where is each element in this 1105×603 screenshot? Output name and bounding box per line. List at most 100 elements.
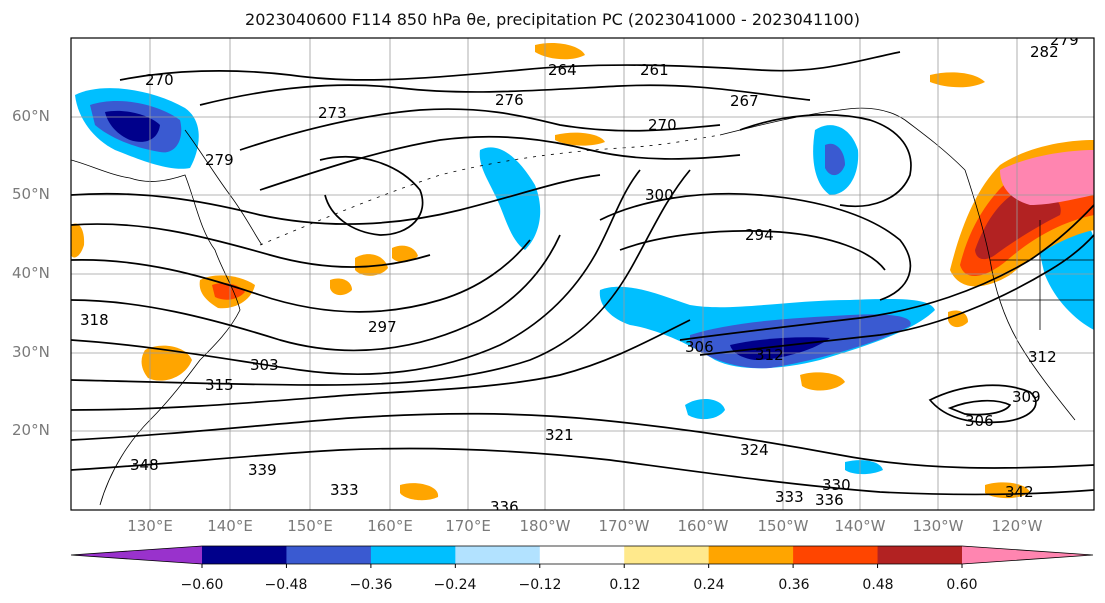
neg-shade-gulf-alaska-core	[825, 143, 845, 176]
lat-label-40n: 40°N	[12, 264, 50, 282]
contour-label: 315	[205, 376, 234, 394]
contour-line	[71, 412, 1094, 469]
pos-shade-subtropic-2	[948, 310, 968, 328]
colorbar-swatch	[877, 546, 963, 564]
contour-line	[119, 51, 901, 81]
contour-label: 306	[965, 412, 994, 430]
contour-line	[71, 447, 1094, 496]
neg-shade-east-asia-darkcore	[105, 110, 160, 142]
contour-label: 348	[130, 456, 159, 474]
contour-line	[71, 223, 431, 268]
contour-label: 261	[640, 61, 669, 79]
pos-shade-north-pacific-2	[555, 132, 605, 146]
colorbar-swatch	[286, 546, 372, 564]
colorbar-swatch	[455, 546, 541, 564]
lon-label-180w: 180°W	[519, 517, 571, 535]
contour-line	[928, 384, 1037, 424]
colorbar-swatch	[539, 546, 625, 564]
pos-shade-alaska	[930, 72, 985, 88]
contour-label: 273	[318, 104, 347, 122]
contour-line	[947, 399, 1012, 416]
alaska-coastline	[719, 107, 966, 171]
contour-label: 264	[548, 61, 577, 79]
contour-label: 303	[250, 356, 279, 374]
contour-line	[71, 169, 641, 375]
lon-label-130w: 130°W	[912, 517, 964, 535]
colorbar-swatch	[370, 546, 456, 564]
pos-shade-midlat-3	[330, 278, 352, 296]
north-america-coastline	[964, 169, 1076, 421]
contour-label: 336	[815, 491, 844, 509]
contour-label: 270	[145, 71, 174, 89]
colorbar-tick-label: −0.60	[180, 577, 224, 593]
lon-label-130e: 130°E	[127, 517, 173, 535]
neg-shade-hawaii	[685, 398, 725, 420]
shading-layer	[71, 43, 1094, 501]
contour-line	[259, 135, 741, 191]
contour-label: 300	[645, 186, 674, 204]
pos-shade-west-coast-max	[1000, 150, 1094, 205]
pos-shade-tropics-1	[400, 483, 439, 501]
contour-label: 309	[1012, 388, 1041, 406]
contour-label: 324	[740, 441, 769, 459]
contour-label: 321	[545, 426, 574, 444]
pos-shade-east-china-sea	[141, 345, 192, 381]
contour-label: 267	[730, 92, 759, 110]
contour-label: 270	[648, 116, 677, 134]
contour-label: 336	[490, 498, 519, 516]
aleutian-chain	[259, 134, 721, 246]
lon-label-160w: 160°W	[677, 517, 729, 535]
neg-shade-tropics	[845, 460, 883, 475]
contour-label: 282	[1030, 43, 1059, 61]
colorbar-tick-label: 0.36	[778, 577, 810, 593]
contour-label: 276	[495, 91, 524, 109]
colorbar-swatch	[624, 546, 710, 564]
lon-label-120w: 120°W	[991, 517, 1043, 535]
pos-shade-west-coast-dark	[975, 189, 1061, 260]
contour-line	[619, 230, 886, 271]
lon-label-140w: 140°W	[834, 517, 886, 535]
pos-shade-north-pacific	[535, 43, 585, 60]
colorbar-tick-label: −0.12	[518, 577, 562, 593]
contour-label: 330	[822, 476, 851, 494]
lon-label-150e: 150°E	[287, 517, 333, 535]
map-title: 2023040600 F114 850 hPa θe, precipitatio…	[245, 10, 860, 29]
neg-shade-kurils-band	[479, 147, 541, 250]
pos-shade-subtropic	[800, 372, 845, 391]
lat-label-60n: 60°N	[12, 107, 50, 125]
colorbar-tick-label: 0.48	[862, 577, 894, 593]
contour-label: 312	[1028, 348, 1057, 366]
contour-line	[71, 234, 561, 352]
colorbar	[70, 545, 1094, 568]
lon-label-150w: 150°W	[757, 517, 809, 535]
colorbar-extend-max	[962, 546, 1093, 564]
lon-label-170e: 170°E	[445, 517, 491, 535]
contour-label: 339	[248, 461, 277, 479]
lat-label-20n: 20°N	[12, 421, 50, 439]
contour-line	[699, 234, 1094, 356]
colorbar-tick-label: −0.36	[349, 577, 393, 593]
contour-label: 318	[80, 311, 109, 329]
colorbar-swatch	[793, 546, 879, 564]
colorbar-tick-label: 0.60	[946, 577, 978, 593]
contour-line	[239, 108, 721, 151]
lon-label-170w: 170°W	[598, 517, 650, 535]
contour-line	[71, 169, 691, 386]
lat-label-50n: 50°N	[12, 185, 50, 203]
contour-label: 306	[685, 338, 714, 356]
pos-shade-west-edge	[71, 223, 85, 258]
colorbar-tick-label: 0.12	[609, 577, 641, 593]
lon-label-140e: 140°E	[207, 517, 253, 535]
contour-line	[679, 204, 1094, 341]
contour-line	[739, 113, 912, 208]
contour-line	[71, 239, 531, 313]
colorbar-swatch	[708, 546, 794, 564]
colorbar-tick-label: 0.24	[693, 577, 725, 593]
contour-label: 333	[330, 481, 359, 499]
pos-shade-midlat-1	[355, 254, 388, 276]
contour-line	[71, 174, 601, 225]
contour-label: 279	[205, 151, 234, 169]
pos-shade-midlat-2	[392, 245, 418, 263]
contour-line	[71, 319, 691, 411]
